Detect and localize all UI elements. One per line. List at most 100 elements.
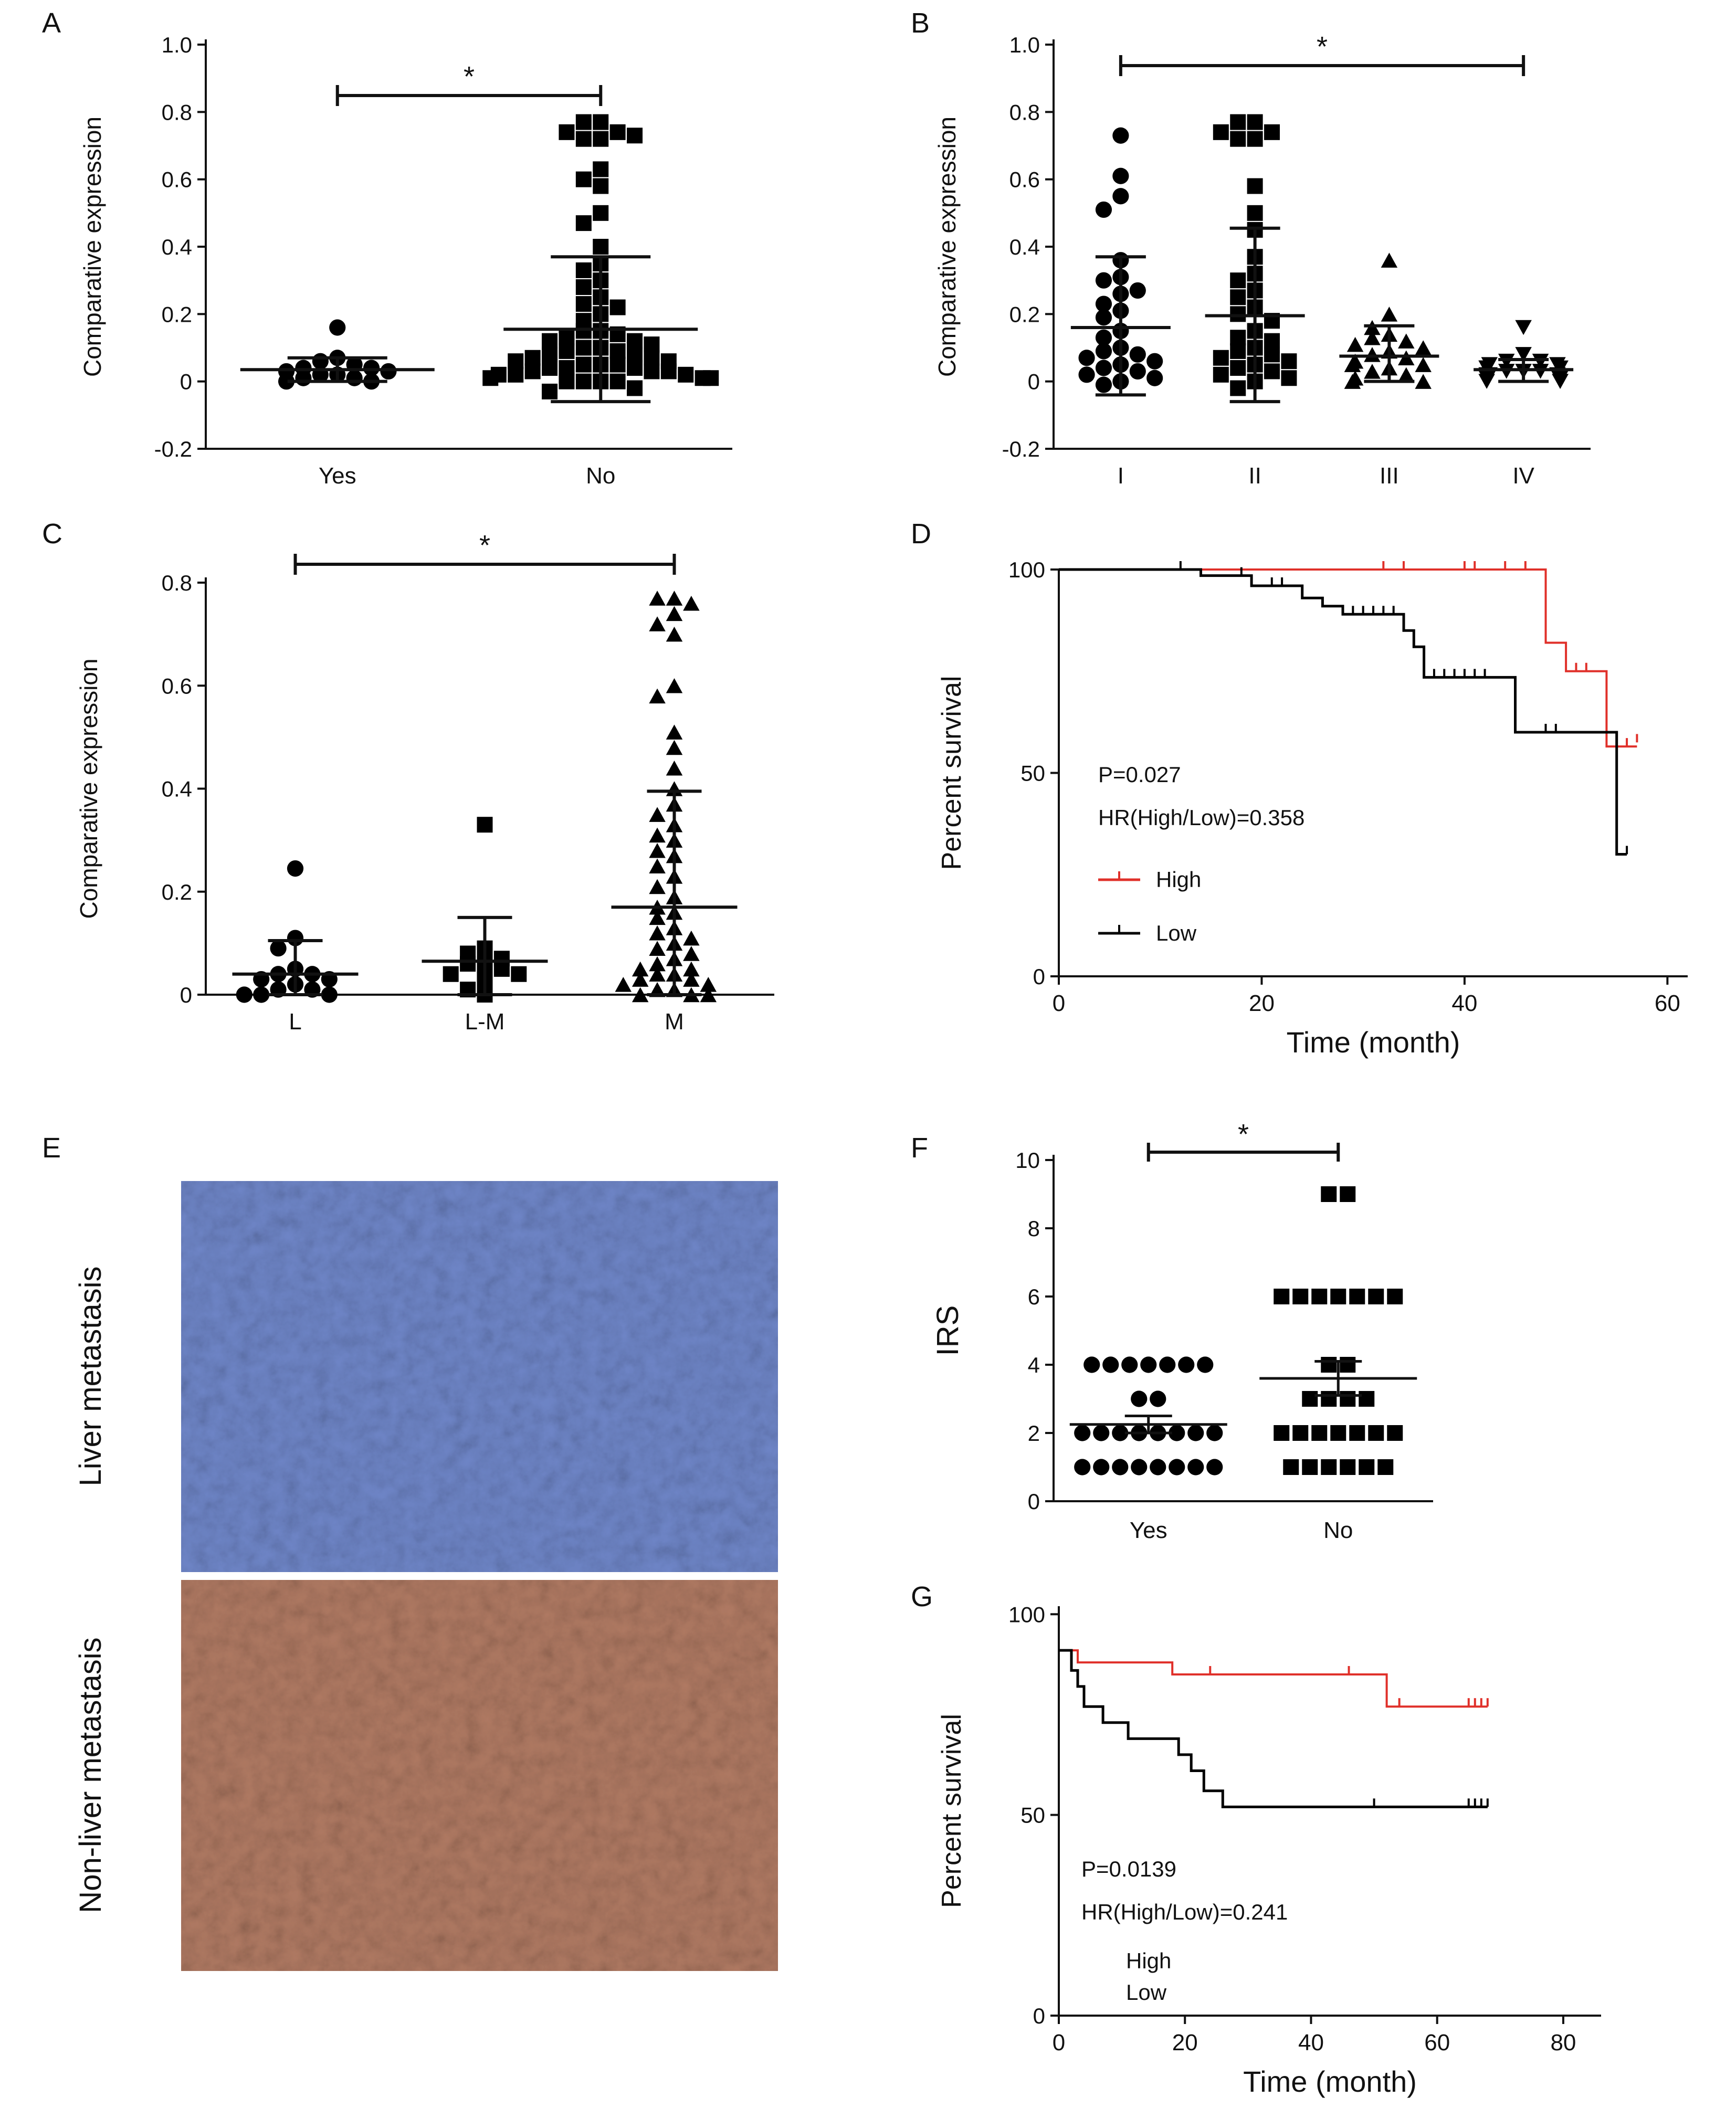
panel-b-data-point: [1515, 347, 1532, 362]
panel-g-y-tick-label: 100: [1008, 1602, 1045, 1627]
panel-a-data-point: [609, 356, 626, 373]
panel-f-x-tick-label: No: [1323, 1517, 1353, 1543]
panel-b-data-point: [1364, 330, 1381, 345]
panel-b-data-point: [1095, 201, 1112, 218]
panel-b-data-point: [1078, 350, 1095, 366]
panel-c-y-tick-label: 0.2: [162, 880, 192, 904]
panel-b-data-point: [1230, 380, 1246, 396]
panel-c-data-point: [615, 977, 632, 992]
panel-b-data-point: [1078, 366, 1095, 383]
panel-f-y-tick-label: 8: [1028, 1216, 1040, 1241]
panel-a-y-tick-label: 0.6: [162, 167, 192, 192]
panel-a-data-point: [609, 373, 626, 389]
panel-label-a: A: [42, 7, 61, 39]
panel-b-data-point: [1532, 364, 1549, 379]
panel-f-data-point: [1169, 1425, 1185, 1441]
panel-a-data-point: [363, 360, 380, 376]
panel-a-y-tick-label: 0: [180, 370, 192, 394]
panel-d-survival-curve-low: [1059, 568, 1627, 856]
panel-a-chart: -0.2 0 0.2 0.4 0.6 0.8 1.0 Comparative expressi…: [79, 33, 732, 489]
panel-f-data-point: [1340, 1391, 1356, 1407]
panel-a-data-point: [609, 299, 626, 315]
panel-b-x-tick-label: I: [1118, 463, 1124, 489]
panel-f-data-point: [1283, 1459, 1299, 1475]
panel-a-data-point: [627, 360, 643, 376]
panel-f-data-point: [1159, 1356, 1176, 1373]
panel-a-data-point: [559, 360, 575, 376]
panel-f-data-point: [1206, 1459, 1223, 1475]
liver-metastasis-label: Liver metastasis: [73, 1266, 108, 1486]
panel-a-data-point: [542, 360, 558, 376]
panel-a-data-point: [482, 370, 499, 386]
panel-b-y-tick-label: -0.2: [1002, 437, 1040, 461]
panel-g-y-axis-label: Percent survival: [937, 1714, 967, 1908]
panel-f-data-point: [1349, 1289, 1365, 1304]
panel-b-data-point: [1230, 306, 1246, 322]
panel-b-data-point: [1281, 370, 1297, 386]
panel-f-data-point: [1112, 1459, 1129, 1475]
panel-g-legend-label: Low: [1126, 1980, 1167, 2005]
panel-b-x-tick-label: II: [1248, 463, 1261, 489]
panel-f-y-tick-label: 2: [1028, 1421, 1040, 1446]
panel-g-legend-label: High: [1126, 1948, 1171, 1973]
panel-f-data-point: [1321, 1186, 1337, 1202]
panel-c-data-point: [666, 724, 683, 740]
panel-b-data-point: [1344, 357, 1361, 372]
panel-g-x-tick-label: 40: [1298, 2030, 1324, 2056]
panel-c-data-point: [649, 858, 666, 873]
panel-g-survival-curve-high: [1059, 1649, 1488, 1708]
panel-g-y-tick-label: 50: [1020, 1803, 1045, 1828]
panel-b-data-point: [1129, 282, 1146, 299]
panel-c-data-point: [649, 843, 666, 858]
panel-c-data-point: [270, 940, 287, 957]
panel-a-data-point: [575, 323, 592, 339]
panel-f-data-point: [1131, 1459, 1148, 1475]
panel-d-x-axis-label: Time (month): [1287, 1026, 1460, 1059]
panel-a-data-point: [575, 373, 592, 389]
panel-b-data-point: [1112, 188, 1129, 205]
panel-b-data-point: [1281, 353, 1297, 370]
panel-a-data-point: [559, 124, 575, 140]
panel-b-data-point: [1364, 364, 1381, 379]
panel-b-y-axis-label: Comparative expression: [933, 117, 961, 377]
panel-label-f: F: [911, 1132, 928, 1164]
panel-f-data-point: [1311, 1289, 1328, 1304]
panel-c-data-point: [649, 879, 666, 894]
panel-b-data-point: [1213, 366, 1229, 383]
panel-a-data-point: [575, 279, 592, 295]
panel-a-data-point: [575, 131, 592, 147]
panel-c-data-point: [683, 961, 700, 977]
panel-a-data-point: [627, 380, 643, 396]
panel-c-data-point: [683, 946, 700, 961]
panel-g-x-tick-label: 20: [1172, 2030, 1198, 2056]
panel-a-data-point: [346, 370, 363, 386]
panel-a-data-point: [575, 114, 592, 130]
panel-c-x-tick-label: M: [665, 1009, 684, 1035]
panel-c-data-point: [460, 956, 476, 972]
panel-a-data-point: [703, 370, 719, 386]
panel-b-data-point: [1247, 114, 1263, 130]
panel-f-data-point: [1093, 1459, 1110, 1475]
panel-b-data-point: [1095, 360, 1112, 376]
panel-c-data-point: [649, 910, 666, 925]
panel-c-data-point: [649, 688, 666, 704]
panel-c-data-point: [666, 606, 683, 621]
panel-f-chart: 0 2 4 6 8 10 IRS Yes No *: [931, 1119, 1433, 1543]
panel-b-data-point: [1344, 374, 1361, 389]
panel-a-y-tick-label: 0.8: [162, 100, 192, 124]
panel-b-chart: -0.2 0 0.2 0.4 0.6 0.8 1.0 Comparative expressi…: [933, 31, 1591, 489]
panel-b-data-point: [1095, 309, 1112, 326]
panel-c-data-point: [236, 986, 252, 1003]
panel-a-y-tick-label: 0.4: [162, 235, 192, 259]
panel-a-data-point: [575, 262, 592, 278]
panel-g-chart: 0 50 100 0 20 40 60 80 Time (month) Percent survi…: [937, 1602, 1601, 2098]
panel-f-data-point: [1074, 1459, 1091, 1475]
panel-f-data-point: [1368, 1289, 1384, 1304]
panel-b-data-point: [1364, 320, 1381, 335]
panel-f-data-point: [1093, 1425, 1110, 1441]
panel-a-significance-mark: *: [464, 61, 475, 92]
panel-a-data-point: [575, 356, 592, 373]
panel-b-data-point: [1515, 320, 1532, 335]
panel-d-chart: 0 50 100 0 20 40 60 Time (month) Percent surviva…: [937, 557, 1688, 1059]
panel-f-y-tick-label: 10: [1015, 1148, 1040, 1173]
